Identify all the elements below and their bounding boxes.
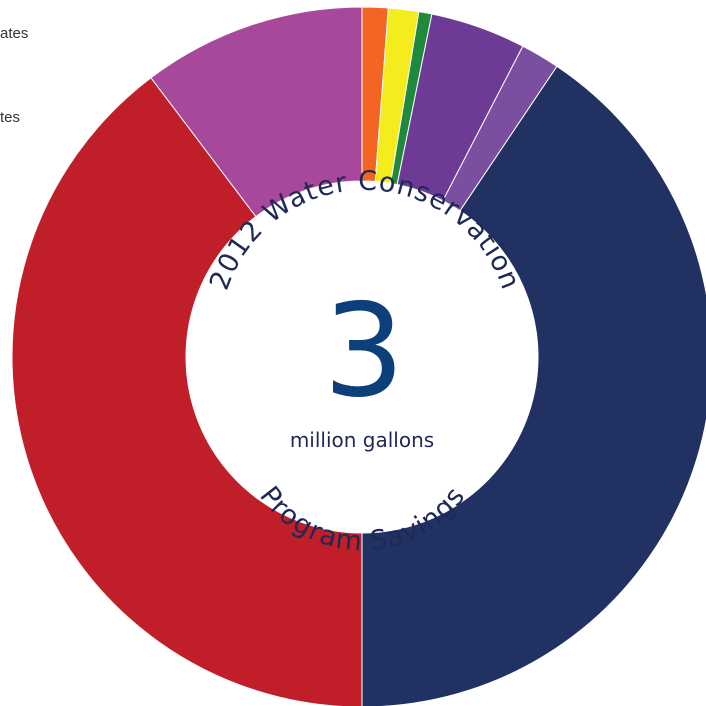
donut-hole <box>186 181 538 533</box>
legend-label-fragment-2: tes <box>0 109 20 126</box>
donut-slice-7 <box>11 77 363 706</box>
donut-slices <box>11 6 706 706</box>
legend-label-fragment-1: ates <box>0 25 28 42</box>
center-unit: million gallons <box>290 428 434 452</box>
center-value: 3 <box>323 277 404 426</box>
